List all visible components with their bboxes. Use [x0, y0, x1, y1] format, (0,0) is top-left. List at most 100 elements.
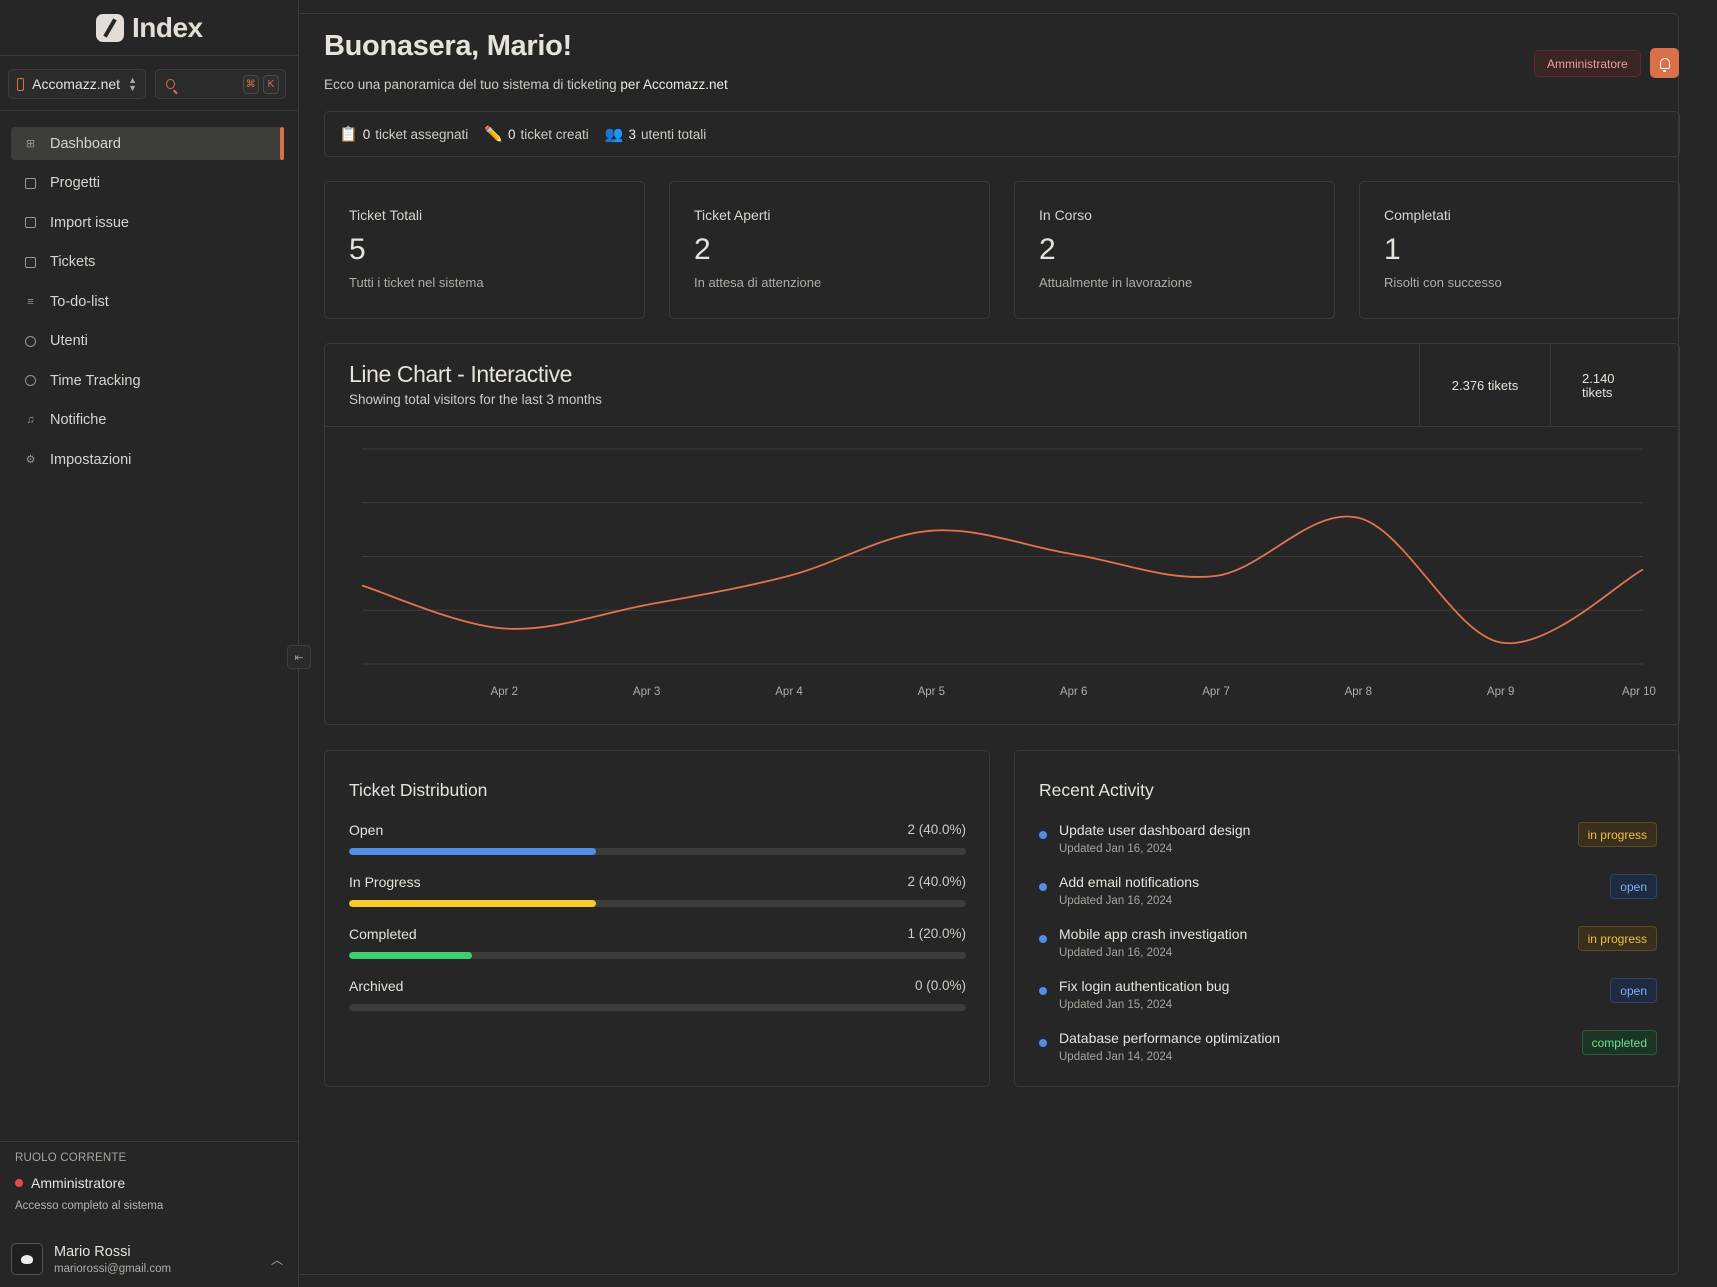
status-badge: open [1610, 874, 1657, 899]
list-icon: ≡ [27, 295, 34, 308]
role-description: Accesso completo al sistema [15, 1200, 164, 1212]
distribution-value: 2 (40.0%) [907, 874, 966, 889]
distribution-label: Archived [349, 978, 404, 994]
progress-fill [349, 952, 473, 959]
stat-label: ticket creati [520, 126, 589, 142]
gear-icon: ⚙ [25, 454, 36, 466]
role-status-dot [15, 1179, 23, 1187]
kbd-k: K [262, 74, 280, 94]
sidebar-item-impostazioni[interactable]: ⚙ Impostazioni [11, 443, 283, 476]
card-title: Ticket Aperti [694, 207, 771, 223]
search-box[interactable]: ⌘ K [155, 69, 286, 99]
chart-stat-tab-2[interactable]: 2.140 tikets [1550, 344, 1679, 427]
activity-item[interactable]: Database performance optimization Updated… [1039, 1030, 1657, 1070]
page-subtitle: Ecco una panoramica del tuo sistema di t… [324, 77, 728, 92]
x-tick-label: Apr 10 [1622, 686, 1656, 698]
activity-dot [1039, 935, 1047, 943]
x-tick-label: Apr 2 [491, 686, 519, 698]
collapse-sidebar-button[interactable]: ⇤ [287, 645, 311, 669]
sidebar-item-tickets[interactable]: Tickets [11, 246, 283, 279]
ticket-distribution-card: Ticket Distribution Open 2 (40.0%) In Prog… [324, 750, 990, 1087]
card-value: 2 [694, 233, 711, 266]
sidebar-item-todo[interactable]: ≡ To-do-list [11, 285, 283, 318]
status-badge: completed [1581, 1030, 1657, 1055]
status-badge: in progress [1577, 926, 1657, 951]
user-email: mariorossi@gmail.com [54, 1262, 172, 1275]
sidebar-item-time-tracking[interactable]: Time Tracking [11, 364, 283, 397]
activity-dot [1039, 1039, 1047, 1047]
activity-item[interactable]: Update user dashboard design Updated Jan … [1039, 822, 1657, 862]
chevron-updown-icon: ▲ ▼ [128, 75, 137, 93]
card-title: Completati [1384, 207, 1451, 223]
progress-track [349, 900, 966, 907]
search-input[interactable] [182, 77, 239, 91]
kbd-cmd: ⌘ [242, 74, 259, 94]
distribution-row: Open 2 (40.0%) [349, 822, 966, 855]
total-users-stat: 👥 3 utenti totali [605, 125, 707, 143]
card-title: In Corso [1039, 207, 1092, 223]
activity-date: Updated Jan 14, 2024 [1059, 1051, 1173, 1063]
card-description: In attesa di attenzione [694, 275, 822, 290]
activity-item[interactable]: Add email notifications Updated Jan 16, 2… [1039, 874, 1657, 914]
sidebar-item-import-issue[interactable]: Import issue [11, 206, 283, 239]
chevron-up-icon: ︿ [270, 1252, 283, 1267]
distribution-label: Open [349, 822, 384, 838]
ticket-icon [25, 256, 36, 268]
stat-card-completed: Completati 1 Risolti con successo [1359, 181, 1680, 319]
x-tick-label: Apr 3 [633, 686, 661, 698]
chart-header: Line Chart - Interactive Showing total v… [325, 344, 1679, 427]
panel-title: Ticket Distribution [349, 780, 488, 800]
sidebar-item-label: Tickets [50, 254, 96, 270]
grid-icon: ⊞ [25, 138, 36, 150]
user-menu[interactable]: Mario Rossi mariorossi@gmail.com ︿ [11, 1240, 289, 1278]
activity-item[interactable]: Fix login authentication bug Updated Jan … [1039, 978, 1657, 1018]
chart-subtitle: Showing total visitors for the last 3 mo… [349, 392, 602, 407]
user-name: Mario Rossi [54, 1243, 131, 1260]
pencil-icon: ✏️ [484, 126, 503, 143]
logo-icon [96, 14, 124, 42]
sidebar-item-notifiche[interactable]: ♫ Notifiche [11, 404, 283, 437]
sidebar-item-label: Progetti [50, 175, 100, 191]
avatar [11, 1243, 43, 1275]
sidebar: Index Accomazz.net ▲ ▼ ⌘ K ⊞ Dashboard Pr… [0, 0, 299, 1287]
line-chart-card: Line Chart - Interactive Showing total v… [324, 343, 1680, 725]
activity-title: Database performance optimization [1059, 1030, 1281, 1046]
subtitle-org: per Accomazz.net [620, 77, 728, 92]
activity-item[interactable]: Mobile app crash investigation Updated Ja… [1039, 926, 1657, 966]
role-name: Amministratore [31, 1175, 126, 1191]
sidebar-item-label: Time Tracking [50, 372, 141, 389]
activity-date: Updated Jan 16, 2024 [1059, 947, 1173, 959]
progress-fill [349, 900, 596, 907]
role-badge: Amministratore [1534, 50, 1641, 77]
activity-date: Updated Jan 15, 2024 [1059, 999, 1173, 1011]
current-role: Amministratore [15, 1175, 125, 1191]
org-selector[interactable]: Accomazz.net ▲ ▼ [8, 69, 146, 99]
series-line[interactable] [361, 515, 1644, 645]
status-badge: in progress [1577, 822, 1657, 847]
stat-label: utenti totali [640, 126, 707, 142]
sidebar-item-progetti[interactable]: Progetti [11, 167, 283, 200]
sidebar-item-utenti[interactable]: Utenti [11, 325, 283, 358]
card-description: Tutti i ticket nel sistema [349, 275, 484, 290]
sidebar-item-label: Dashboard [50, 135, 121, 152]
progress-track [349, 1004, 966, 1011]
clock-icon [25, 375, 36, 386]
app-logo[interactable]: Index [96, 12, 203, 44]
bell-icon: ♫ [26, 414, 35, 426]
distribution-label: In Progress [349, 874, 421, 890]
sidebar-item-label: Notifiche [50, 412, 107, 428]
search-icon [166, 79, 175, 89]
line-chart[interactable]: Apr 2 Apr 3 Apr 4 Apr 5 Apr 6 Apr 7 Apr 8 Apr 9… [325, 428, 1679, 724]
chart-title: Line Chart - Interactive [349, 361, 573, 387]
activity-date: Updated Jan 16, 2024 [1059, 843, 1173, 855]
org-name: Accomazz.net [32, 76, 121, 92]
distribution-label: Completed [349, 926, 417, 942]
divider [0, 1141, 299, 1142]
role-section-label: RUOLO CORRENTE [15, 1152, 127, 1164]
activity-title: Add email notifications [1059, 874, 1200, 890]
chart-stat-tab-1[interactable]: 2.376 tikets [1419, 344, 1550, 427]
divider [0, 110, 299, 111]
sidebar-item-dashboard[interactable]: ⊞ Dashboard [11, 127, 284, 160]
notifications-button[interactable] [1650, 48, 1679, 78]
bell-icon [1659, 57, 1670, 72]
